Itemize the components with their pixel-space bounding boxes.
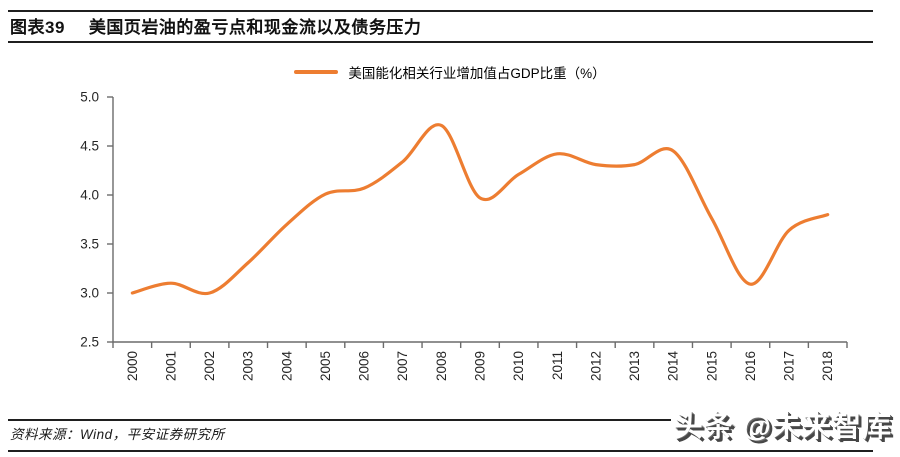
y-tick-label: 3.5 [80, 237, 99, 252]
figure-number-label: 图表39 [10, 18, 65, 37]
x-tick-label: 2005 [318, 351, 333, 381]
legend-line-swatch [294, 70, 339, 74]
chart-legend: 美国能化相关行业增加值占GDP比重（%） [0, 62, 900, 82]
x-tick-label: 2006 [357, 351, 372, 381]
title-bottom-rule [8, 41, 873, 43]
source-note: 资料来源：Wind，平安证券研究所 [10, 427, 225, 442]
y-tick-label: 5.0 [80, 90, 99, 105]
x-tick-label: 2010 [511, 351, 526, 381]
footer-bottom-rule [8, 450, 873, 452]
x-tick-label: 2015 [704, 351, 719, 381]
chart-svg: 5.0 4.5 4.0 3.5 3.0 2.5 2000 2001 2002 2003 2004 20… [80, 90, 848, 382]
x-tick-label: 2018 [820, 351, 835, 381]
x-tick-label: 2013 [627, 351, 642, 381]
x-tick-label: 2011 [550, 351, 565, 380]
watermark: 头条 @未来智库 [670, 409, 895, 445]
x-tick-label: 2009 [473, 351, 488, 381]
footer-top-rule [8, 419, 873, 421]
title-top-rule [8, 10, 873, 12]
x-tick-label: 2004 [279, 351, 294, 382]
y-tick-label: 3.0 [80, 286, 99, 301]
y-tick-label: 4.0 [80, 188, 99, 203]
x-tick-label: 2007 [395, 351, 410, 381]
x-tick-label: 2008 [434, 351, 449, 381]
x-tick-label: 2016 [743, 351, 758, 381]
x-tick-label: 2014 [666, 351, 681, 382]
x-tick-label: 2003 [241, 351, 256, 381]
x-tick-label: 2017 [782, 351, 797, 381]
y-tick-label: 2.5 [80, 335, 99, 350]
x-tick-label: 2000 [125, 351, 140, 381]
x-tick-label: 2002 [202, 351, 217, 381]
figure-title: 图表39 美国页岩油的盈亏点和现金流以及债务压力 [10, 13, 870, 38]
series-line [130, 123, 830, 296]
x-tick-label: 2012 [588, 351, 603, 381]
x-tick-label: 2001 [163, 351, 178, 381]
figure-title-text: 美国页岩油的盈亏点和现金流以及债务压力 [88, 18, 422, 37]
y-tick-label: 4.5 [80, 139, 99, 154]
legend-label: 美国能化相关行业增加值占GDP比重（%） [348, 66, 606, 81]
